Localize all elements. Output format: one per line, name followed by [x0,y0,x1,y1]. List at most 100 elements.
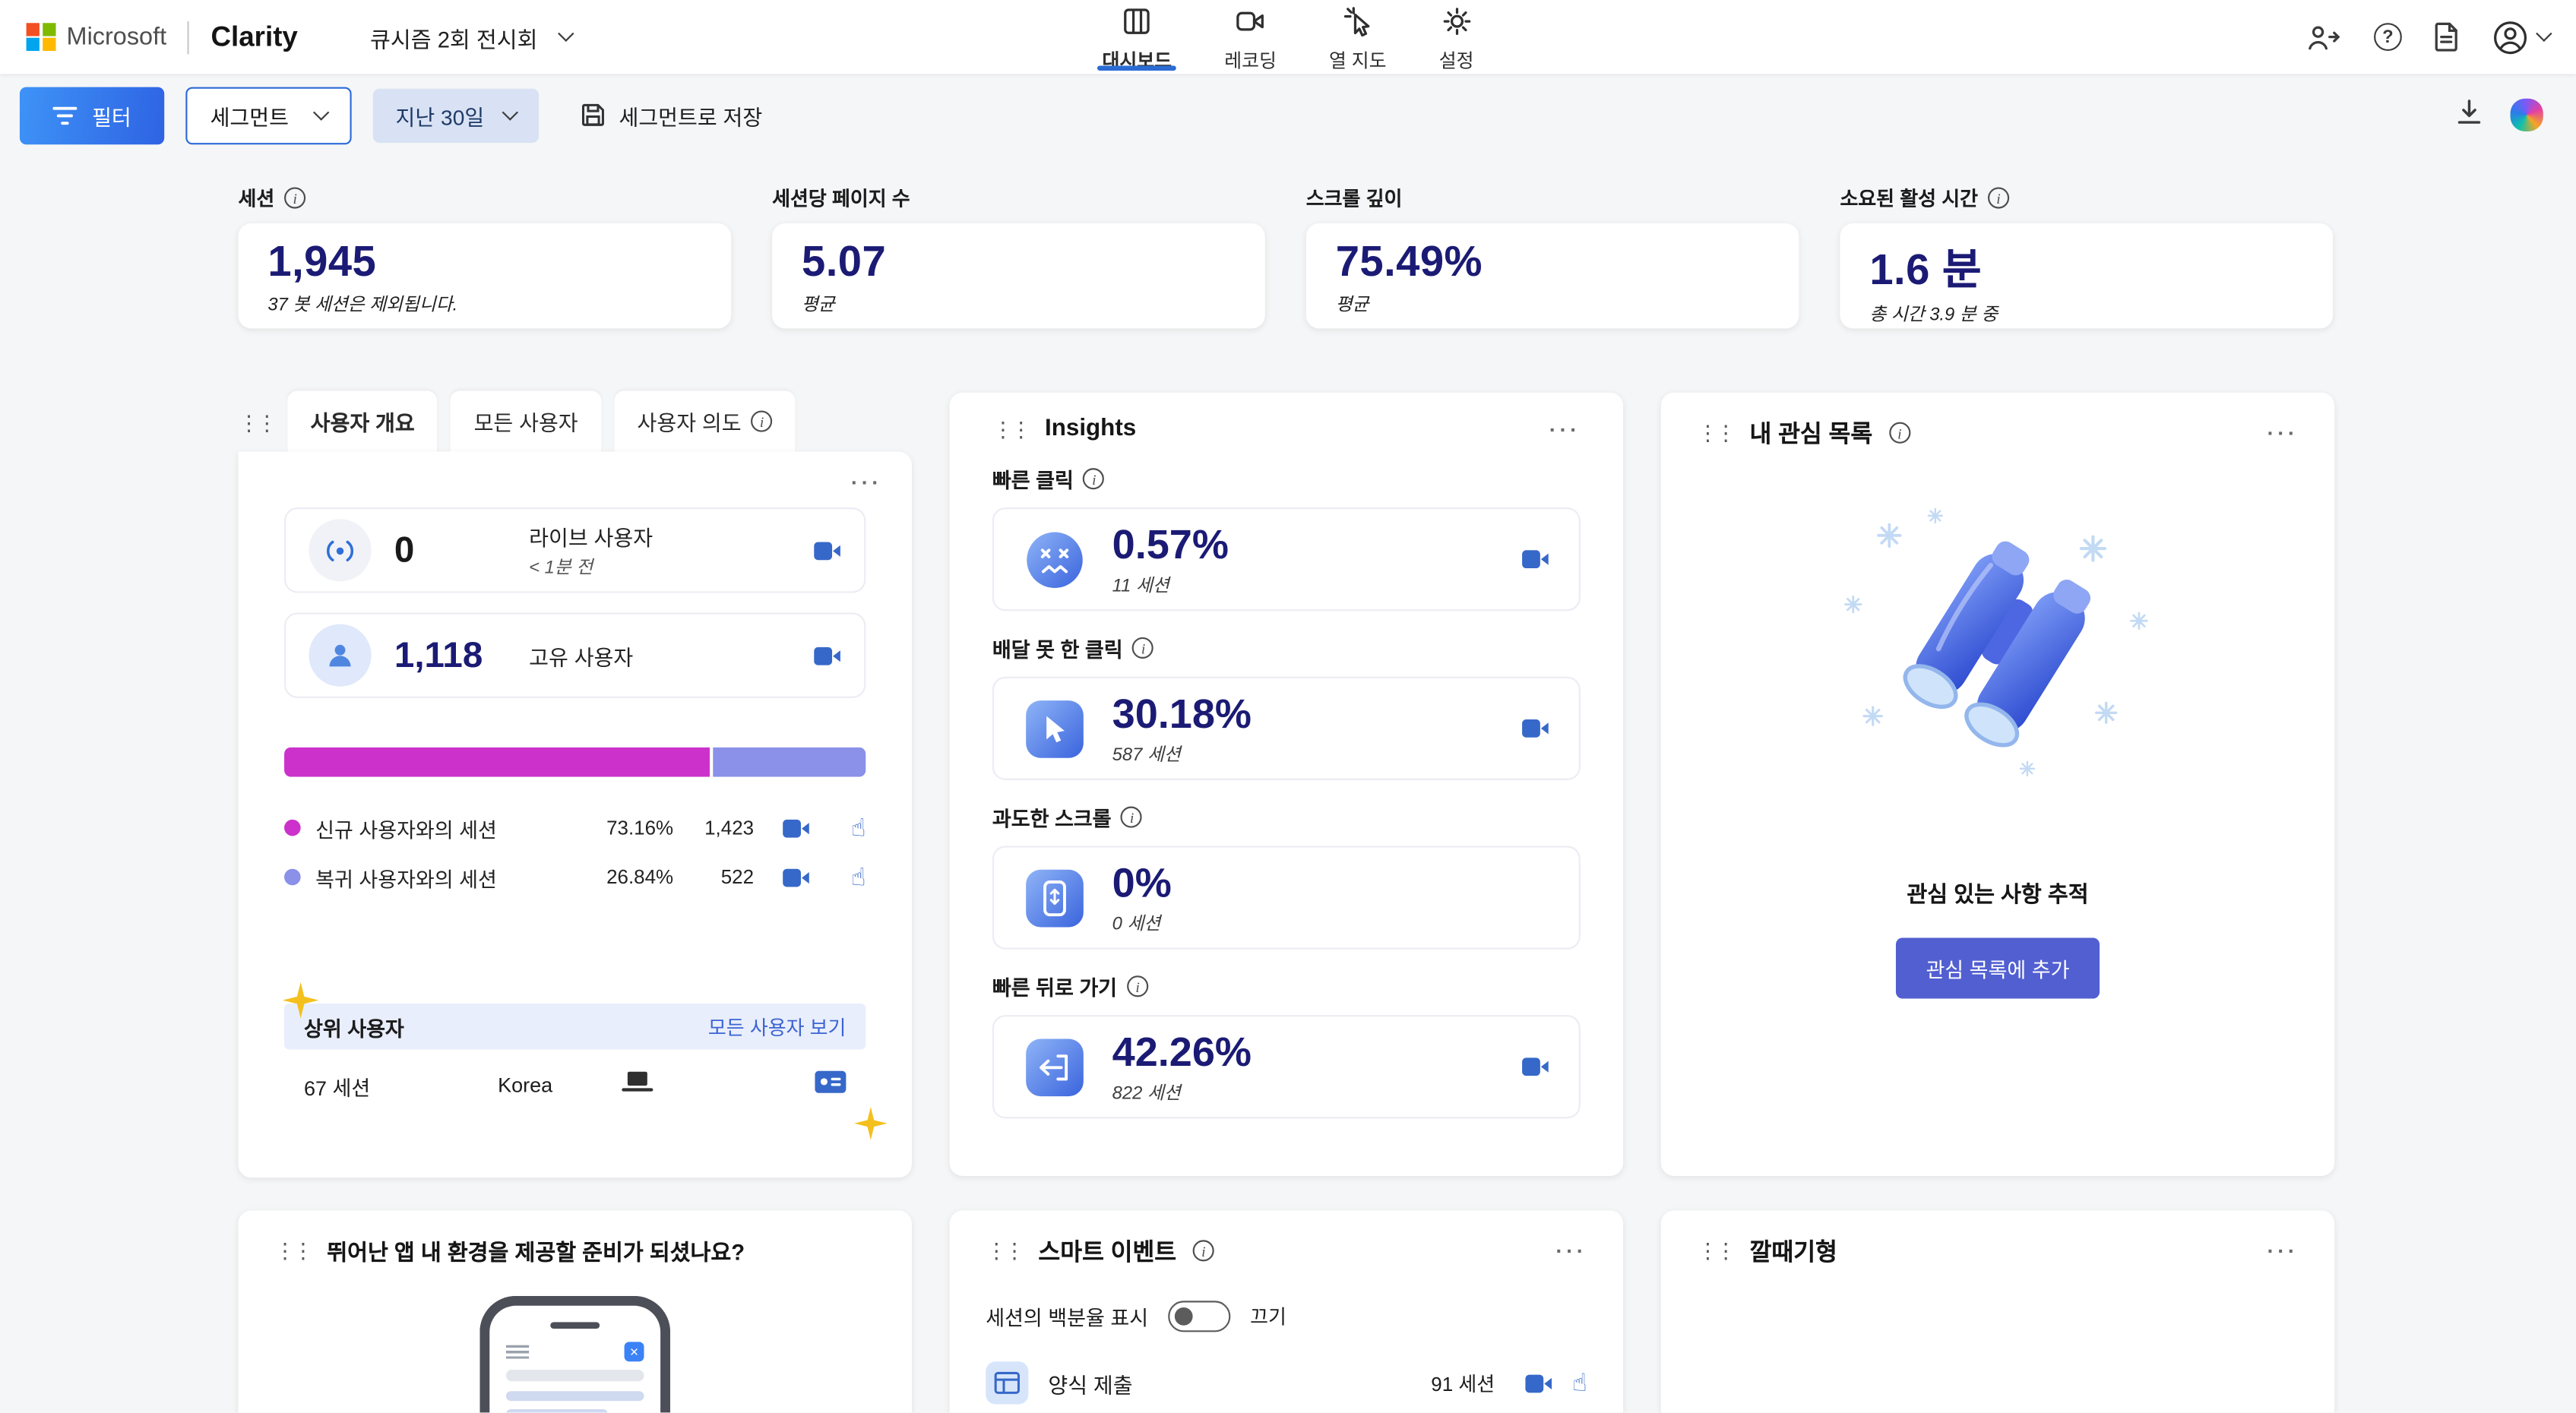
heatmap-tap-icon[interactable]: ☝ [1571,1367,1587,1397]
chevron-down-icon [501,103,518,120]
gear-icon [1440,5,1473,46]
project-name: 큐시즘 2회 전시회 [370,27,538,52]
legend-label: 신규 사용자와의 세션 [315,818,497,842]
legend-count: 1,423 [704,816,755,839]
drag-handle-icon[interactable]: ⋮⋮ [1697,1238,1736,1263]
filter-bar-right [2454,96,2556,134]
info-icon[interactable]: i [1121,806,1143,828]
info-icon[interactable]: i [1127,975,1149,997]
sparkle-icon [853,1105,889,1149]
watch-recordings-button[interactable] [782,817,810,839]
more-menu[interactable]: ··· [850,469,882,495]
drag-handle-icon[interactable]: ⋮⋮ [986,1238,1025,1263]
info-icon[interactable]: i [1132,637,1154,659]
percentage-toggle[interactable] [1168,1301,1231,1332]
tab-label: 사용자 개요 [310,410,415,435]
user-badge-icon [815,1070,847,1102]
metric-card: 75.49% 평균 [1305,223,1799,329]
view-all-users-link[interactable]: 모든 사용자 보기 [707,1016,847,1039]
user-overview-card: ··· 0 라이브 사용자 < 1분 전 [238,451,912,1178]
live-users-label: 라이브 사용자 [529,525,653,551]
heatmap-tap-icon [1341,5,1374,46]
drag-handle-icon[interactable]: ⋮⋮ [238,409,277,435]
insight-row: 30.18% 587 세션 [992,676,1581,780]
insight-label: 과도한 스크롤 [992,808,1112,831]
save-segment-button[interactable]: 세그먼트로 저장 [580,100,763,131]
tab-user-intent[interactable]: 사용자 의도 i [614,390,796,454]
info-icon[interactable]: i [1083,468,1105,490]
metric-card: 1,945 37 봇 세션은 제외됩니다. [238,223,732,329]
info-icon[interactable]: i [1987,187,2010,209]
project-selector[interactable]: 큐시즘 2회 전시회 [370,21,574,53]
legend-percent: 26.84% [606,865,674,889]
help-button[interactable]: ? [2374,23,2402,52]
event-sessions: 91 세션 [1431,1372,1495,1396]
smart-event-row[interactable]: 양식 제출 91 세션 ☝ [986,1361,1587,1412]
percentage-toggle-row: 세션의 백분율 표시 끄기 [986,1301,1587,1332]
watch-recordings-button[interactable] [1521,1056,1549,1077]
watch-recordings-button[interactable] [1521,548,1549,570]
tab-heatmaps[interactable]: 열 지도 [1324,0,1392,74]
watch-recordings-button[interactable] [813,645,841,666]
insight-value: 30.18% [1112,691,1252,737]
download-button[interactable] [2454,96,2484,134]
insight-row: 42.26% 822 세션 [992,1015,1581,1119]
insight-row: 0.57% 11 세션 [992,507,1581,612]
drag-handle-icon[interactable]: ⋮⋮ [274,1238,314,1263]
video-icon [814,646,840,665]
watch-recordings-button[interactable] [1524,1372,1552,1393]
insights-widget: ⋮⋮ Insights ··· 빠른 클릭 i 0.57% 11 세션 [949,392,1624,1176]
more-menu[interactable]: ··· [1549,416,1581,441]
insights-title: Insights [1045,415,1137,442]
form-submit-icon [986,1361,1029,1405]
funnels-widget: ⋮⋮ 깔때기형 ··· [1660,1210,2335,1413]
returning-users-segment [713,747,866,777]
metric-value: 1,945 [267,236,377,286]
account-menu[interactable] [2491,17,2552,57]
nav-right-actions: ? [2306,17,2552,57]
info-icon[interactable]: i [1888,422,1910,444]
tab-all-users[interactable]: 모든 사용자 [451,390,601,454]
legend-row-new-users: 신규 사용자와의 세션 73.16% 1,423 ☝ [284,803,866,852]
top-user-country: Korea [498,1073,553,1098]
video-icon [1522,1057,1549,1076]
event-label: 양식 제출 [1048,1372,1133,1397]
filter-button[interactable]: 필터 [19,86,165,144]
drag-handle-icon[interactable]: ⋮⋮ [992,416,1032,441]
tab-settings[interactable]: 설정 [1434,0,1479,74]
drag-handle-icon[interactable]: ⋮⋮ [1697,420,1736,445]
heatmap-tap-icon[interactable]: ☝ [850,861,866,891]
metric-label: 세션 [238,187,275,210]
info-icon[interactable]: i [751,410,773,432]
video-icon [1522,719,1549,738]
more-menu[interactable]: ··· [1555,1238,1587,1263]
promo-widget: ⋮⋮ 뛰어난 앱 내 환경을 제공할 준비가 되셨나요? × [238,1210,912,1413]
more-menu[interactable]: ··· [2267,1238,2299,1263]
docs-button[interactable] [2433,21,2460,52]
heatmap-tap-icon[interactable]: ☝ [850,812,866,842]
info-icon[interactable]: i [284,187,306,209]
date-range-dropdown[interactable]: 지난 30일 [372,87,539,143]
top-user-row[interactable]: 67 세션 Korea [284,1050,866,1102]
collaborate-button[interactable] [2306,22,2343,52]
copilot-icon[interactable] [2510,98,2543,131]
filter-bar: 필터 세그먼트 지난 30일 세그먼트로 저장 [0,74,2576,156]
segment-dropdown[interactable]: 세그먼트 [185,86,352,144]
tab-user-overview[interactable]: 사용자 개요 [287,390,438,454]
tab-dashboard[interactable]: 대시보드 [1097,0,1178,74]
main-nav-tabs: 대시보드 레코딩 열 지도 설정 [1097,0,1479,74]
metric-subtext: 37 봇 세션은 제외됩니다. [267,296,458,316]
watch-recordings-button[interactable] [1521,718,1549,739]
unique-users-value: 1,118 [394,634,483,675]
legend-row-returning-users: 복귀 사용자와의 세션 26.84% 522 ☝ [284,852,866,902]
watch-recordings-button[interactable] [782,866,810,887]
more-menu[interactable]: ··· [2267,420,2299,445]
insight-value: 0.57% [1112,521,1229,567]
add-to-watchlist-button[interactable]: 관심 목록에 추가 [1896,937,2100,999]
save-segment-label: 세그먼트로 저장 [619,104,763,129]
top-users-header: 상위 사용자 모든 사용자 보기 [284,1003,866,1050]
watch-recordings-button[interactable] [813,539,841,561]
tab-recordings[interactable]: 레코딩 [1220,0,1282,74]
top-nav: Microsoft Clarity 큐시즘 2회 전시회 대시보드 레코딩 [0,0,2576,74]
info-icon[interactable]: i [1192,1240,1214,1262]
